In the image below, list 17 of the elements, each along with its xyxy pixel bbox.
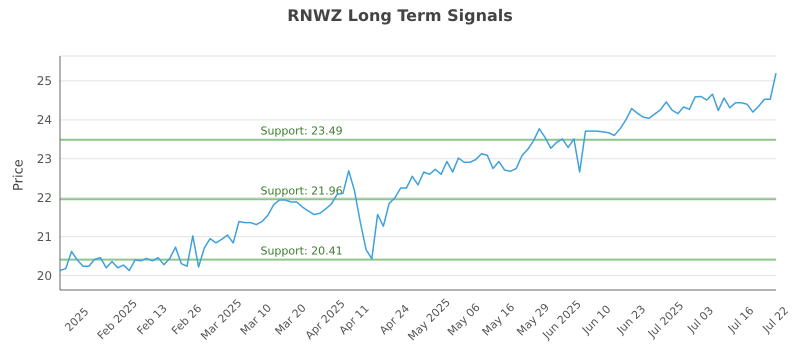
y-axis-title: Price (12, 159, 27, 191)
x-tick-label: Jun 23 (614, 302, 648, 338)
y-tick-label: 23 (36, 152, 52, 166)
line-series (59, 72, 777, 272)
x-tick-label: Jul 16 (724, 304, 756, 336)
y-tick-label: 21 (36, 230, 52, 244)
ref-line-label: Support: 23.49 (260, 124, 343, 138)
ref-line-label: Support: 21.96 (260, 184, 343, 198)
x-tick-label: Jul 03 (684, 304, 716, 336)
x-tick-label: Jun 10 (579, 302, 614, 338)
y-tick-label: 24 (36, 113, 52, 128)
y-tick-label: 22 (36, 190, 52, 205)
x-tick-label: Jul 22 (759, 304, 792, 336)
chart-title: RNWZ Long Term Signals (286, 6, 514, 27)
ref-line-label: Support: 20.41 (260, 244, 343, 258)
y-tick-label: 25 (36, 74, 52, 88)
y-tick-label: 20 (36, 268, 52, 283)
